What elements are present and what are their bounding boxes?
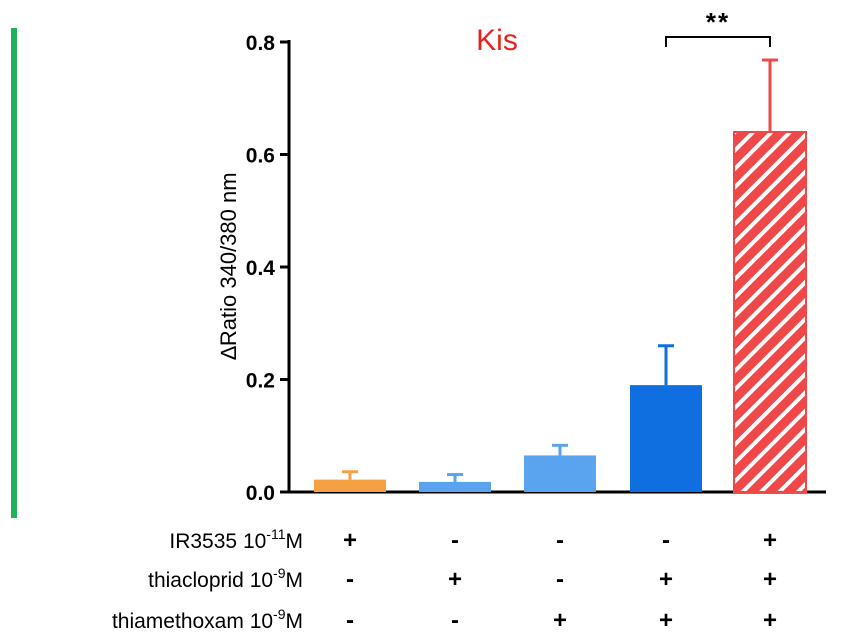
y-tick-label: 0.0 — [246, 482, 275, 505]
bar — [314, 479, 386, 492]
condition-sign: - — [451, 607, 459, 634]
side-accent-bar — [11, 28, 17, 518]
condition-sign: + — [343, 527, 357, 554]
condition-unit: M — [286, 610, 304, 633]
condition-label: IR3535 10-11M — [169, 526, 303, 553]
condition-sign: + — [448, 566, 462, 593]
condition-sign: - — [346, 566, 354, 593]
bars — [314, 58, 807, 493]
y-tick-label: 0.4 — [246, 257, 276, 280]
significance-line — [665, 36, 771, 47]
bar — [733, 131, 807, 493]
bar — [419, 481, 491, 492]
condition-label: thiacloprid 10-9M — [148, 565, 303, 592]
condition-sign: + — [763, 527, 777, 554]
condition-name: thiamethoxam — [112, 610, 250, 633]
condition-exp-base: 10 — [250, 569, 273, 592]
condition-unit: M — [286, 569, 304, 592]
condition-sign: - — [451, 527, 459, 554]
condition-exponent: -9 — [273, 606, 286, 622]
y-tick-label: 0.6 — [246, 145, 275, 168]
y-tick-label: 0.8 — [246, 32, 276, 55]
condition-exponent: -11 — [266, 526, 285, 542]
condition-name: IR3535 — [169, 530, 243, 553]
condition-sign: - — [346, 607, 354, 634]
bar — [630, 385, 702, 492]
bar — [524, 455, 596, 492]
significance-stars: ** — [706, 7, 730, 37]
condition-sign: + — [659, 607, 673, 634]
condition-name: thiacloprid — [148, 569, 250, 592]
condition-sign: + — [763, 566, 777, 593]
condition-sign: + — [763, 607, 777, 634]
condition-table: IR3535 10-11M + - - - +thiacloprid 10-9M - + - + +… — [112, 526, 777, 634]
condition-label: thiamethoxam 10-9M — [112, 606, 303, 633]
condition-sign: - — [662, 527, 670, 554]
condition-sign: + — [553, 607, 567, 634]
condition-sign: - — [556, 527, 564, 554]
condition-sign: + — [659, 566, 673, 593]
condition-exp-base: 10 — [250, 610, 273, 633]
condition-exp-base: 10 — [243, 530, 266, 553]
condition-sign: - — [556, 566, 564, 593]
y-axis-label: ∆Ratio 340/380 nm — [216, 172, 241, 359]
condition-exponent: -9 — [273, 565, 286, 581]
chart-title: Kis — [476, 24, 518, 57]
y-tick-label: 0.2 — [246, 370, 275, 393]
significance-bracket: ** — [665, 7, 771, 47]
condition-unit: M — [286, 530, 304, 553]
